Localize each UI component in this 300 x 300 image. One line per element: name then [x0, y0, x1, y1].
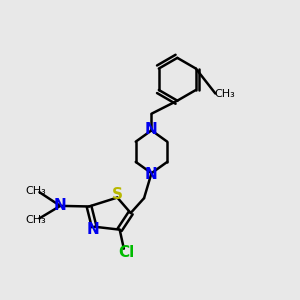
Text: N: N [145, 167, 158, 182]
Text: S: S [112, 187, 123, 202]
Text: N: N [145, 122, 158, 137]
Text: N: N [87, 222, 99, 237]
Text: CH₃: CH₃ [26, 186, 46, 196]
Text: CH₃: CH₃ [214, 89, 235, 99]
Text: N: N [53, 198, 66, 213]
Text: Cl: Cl [119, 245, 135, 260]
Text: CH₃: CH₃ [26, 215, 46, 225]
